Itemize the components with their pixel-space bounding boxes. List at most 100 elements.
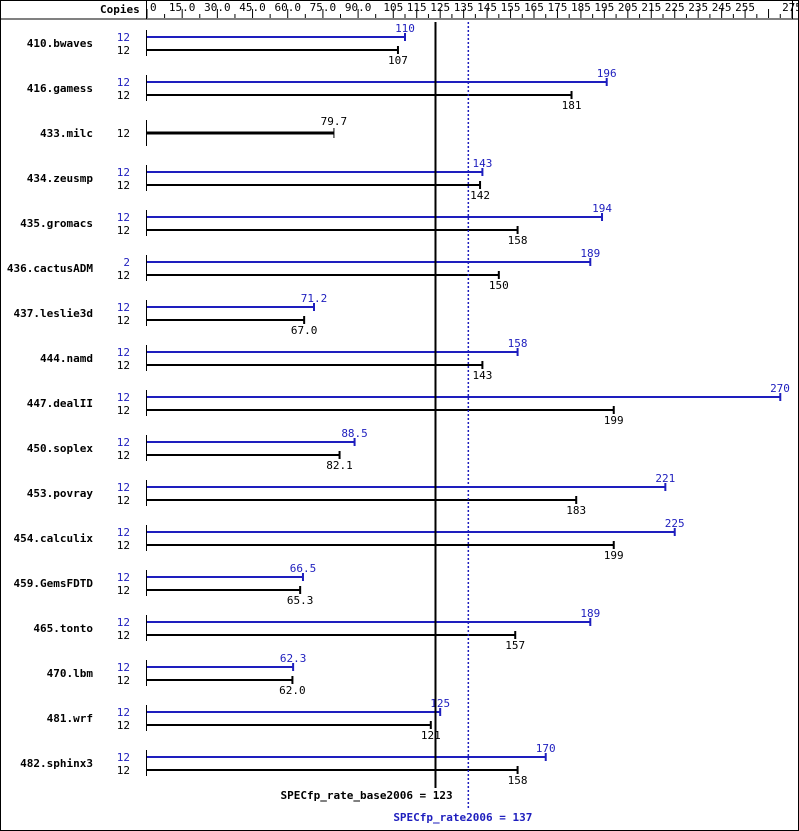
base-value-label: 158 xyxy=(508,774,528,787)
peak-value-label: 158 xyxy=(508,337,528,350)
peak-copies: 12 xyxy=(117,76,130,89)
peak-copies: 12 xyxy=(117,301,130,314)
tick-label: 90.0 xyxy=(345,1,372,14)
peak-value-label: 270 xyxy=(770,382,790,395)
base-copies: 12 xyxy=(117,539,130,552)
base-value-label: 121 xyxy=(421,729,441,742)
benchmark-label: 437.leslie3d xyxy=(14,307,93,320)
peak-value-label: 125 xyxy=(430,697,450,710)
benchmark-label: 482.sphinx3 xyxy=(20,757,93,770)
peak-value-label: 189 xyxy=(580,607,600,620)
peak-copies: 12 xyxy=(117,211,130,224)
base-copies: 12 xyxy=(117,584,130,597)
base-copies: 12 xyxy=(117,179,130,192)
benchmark-label: 459.GemsFDTD xyxy=(14,577,94,590)
base-value-label: 79.7 xyxy=(321,115,348,128)
tick-label: 245 xyxy=(712,1,732,14)
tick-label: 155 xyxy=(501,1,521,14)
base-copies: 12 xyxy=(117,404,130,417)
base-copies: 12 xyxy=(117,494,130,507)
tick-label: 225 xyxy=(665,1,685,14)
peak-value-label: 71.2 xyxy=(301,292,328,305)
base-copies: 12 xyxy=(117,359,130,372)
peak-copies: 2 xyxy=(123,256,130,269)
base-copies: 12 xyxy=(117,89,130,102)
base-value-label: 181 xyxy=(562,99,582,112)
benchmark-label: 465.tonto xyxy=(33,622,93,635)
tick-label: 175 xyxy=(548,1,568,14)
peak-value-label: 225 xyxy=(665,517,685,530)
peak-value-label: 66.5 xyxy=(290,562,317,575)
base-value-label: 199 xyxy=(604,549,624,562)
peak-value-label: 110 xyxy=(395,22,415,35)
tick-label: 0 xyxy=(150,1,157,14)
tick-label: 105 xyxy=(383,1,403,14)
base-value-label: 143 xyxy=(472,369,492,382)
tick-label: 60.0 xyxy=(274,1,301,14)
tick-label: 30.0 xyxy=(204,1,231,14)
base-copies: 12 xyxy=(117,314,130,327)
base-value-label: 62.0 xyxy=(279,684,306,697)
base-copies: 12 xyxy=(117,719,130,732)
base-copies: 12 xyxy=(117,449,130,462)
tick-label: 115 xyxy=(407,1,427,14)
peak-value-label: 143 xyxy=(472,157,492,170)
peak-copies: 12 xyxy=(117,526,130,539)
base-copies: 12 xyxy=(117,127,130,140)
benchmark-label: 470.lbm xyxy=(47,667,94,680)
base-value-label: 65.3 xyxy=(287,594,314,607)
copies-header: Copies xyxy=(100,3,140,16)
tick-label: 45.0 xyxy=(239,1,266,14)
base-copies: 12 xyxy=(117,44,130,57)
base-copies: 12 xyxy=(117,764,130,777)
base-value-label: 183 xyxy=(566,504,586,517)
tick-label: 15.0 xyxy=(169,1,196,14)
peak-copies: 12 xyxy=(117,166,130,179)
benchmark-label: 481.wrf xyxy=(47,712,93,725)
benchmark-label: 435.gromacs xyxy=(20,217,93,230)
benchmark-label: 410.bwaves xyxy=(27,37,93,50)
base-copies: 12 xyxy=(117,269,130,282)
tick-label: 215 xyxy=(641,1,661,14)
benchmark-label: 434.zeusmp xyxy=(27,172,94,185)
tick-label: 75.0 xyxy=(310,1,337,14)
tick-label: 185 xyxy=(571,1,591,14)
peak-copies: 12 xyxy=(117,31,130,44)
base-value-label: 199 xyxy=(604,414,624,427)
base-value-label: 158 xyxy=(508,234,528,247)
base-copies: 12 xyxy=(117,224,130,237)
tick-label: 255 xyxy=(735,1,755,14)
peak-copies: 12 xyxy=(117,391,130,404)
peak-copies: 12 xyxy=(117,616,130,629)
benchmark-label: 450.soplex xyxy=(27,442,94,455)
tick-label: 135 xyxy=(454,1,474,14)
benchmark-label: 433.milc xyxy=(40,127,93,140)
peak-copies: 12 xyxy=(117,751,130,764)
base-copies: 12 xyxy=(117,674,130,687)
benchmark-label: 444.namd xyxy=(40,352,93,365)
benchmark-label: 447.dealII xyxy=(27,397,93,410)
base-value-label: 157 xyxy=(505,639,525,652)
peak-value-label: 88.5 xyxy=(341,427,368,440)
tick-label: 125 xyxy=(430,1,450,14)
benchmark-label: 454.calculix xyxy=(14,532,94,545)
peak-copies: 12 xyxy=(117,571,130,584)
tick-label: 205 xyxy=(618,1,638,14)
base-value-label: 142 xyxy=(470,189,490,202)
peak-reference-label: SPECfp_rate2006 = 137 xyxy=(393,811,532,824)
peak-value-label: 189 xyxy=(580,247,600,260)
base-value-label: 150 xyxy=(489,279,509,292)
peak-value-label: 196 xyxy=(597,67,617,80)
tick-label: 165 xyxy=(524,1,544,14)
benchmark-label: 453.povray xyxy=(27,487,94,500)
base-value-label: 107 xyxy=(388,54,408,67)
base-copies: 12 xyxy=(117,629,130,642)
base-value-label: 67.0 xyxy=(291,324,318,337)
tick-label: 195 xyxy=(594,1,614,14)
tick-label: 235 xyxy=(688,1,708,14)
peak-value-label: 62.3 xyxy=(280,652,307,665)
benchmark-label: 416.gamess xyxy=(27,82,93,95)
peak-copies: 12 xyxy=(117,346,130,359)
